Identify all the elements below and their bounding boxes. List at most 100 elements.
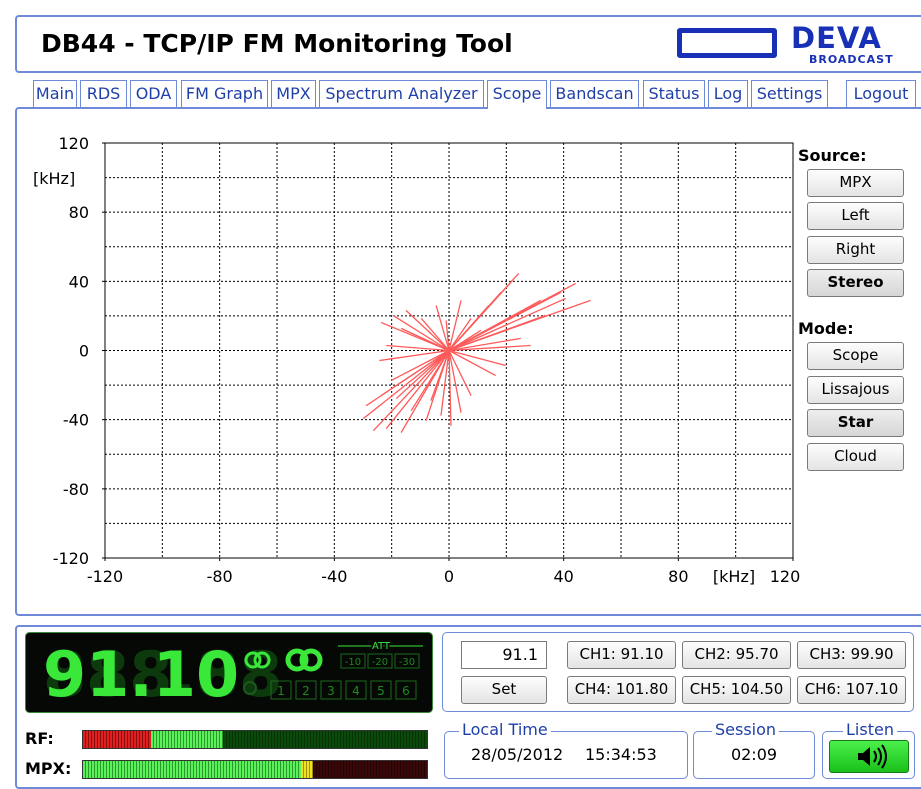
star-line bbox=[448, 314, 546, 352]
app-title: DB44 - TCP/IP FM Monitoring Tool bbox=[41, 29, 513, 58]
x-tick-label: -120 bbox=[87, 567, 123, 586]
star-line bbox=[448, 349, 506, 367]
tab[interactable]: Logout bbox=[846, 80, 916, 107]
logo-mark bbox=[677, 28, 777, 58]
preset-value: 4 bbox=[352, 684, 360, 698]
session-label: Session bbox=[712, 720, 780, 739]
star-line bbox=[395, 350, 450, 400]
session-value: 02:09 bbox=[730, 745, 778, 764]
att-box bbox=[340, 653, 366, 669]
lcd-frame bbox=[25, 632, 433, 713]
y-tick-label: -40 bbox=[63, 411, 89, 430]
star-line bbox=[440, 350, 450, 416]
mode-button[interactable]: Lissajous bbox=[807, 376, 904, 404]
source-button[interactable]: Left bbox=[807, 202, 904, 230]
star-line bbox=[448, 299, 542, 352]
preset-box bbox=[320, 680, 342, 700]
frequency-input[interactable]: 91.1 bbox=[461, 641, 547, 669]
star-line bbox=[448, 337, 521, 352]
logo-subtext: BROADCAST bbox=[809, 53, 894, 66]
tab[interactable]: Main bbox=[33, 80, 77, 107]
source-button[interactable]: Stereo bbox=[807, 269, 904, 297]
x-tick-label: 120 bbox=[770, 567, 801, 586]
star-line bbox=[400, 327, 450, 352]
lcd-display: 888.88 91.10 ATT -10 -20 -30 1 2 3 4 5 6 bbox=[25, 632, 433, 713]
star-line bbox=[448, 300, 462, 351]
star-line bbox=[410, 350, 450, 412]
rds-icon bbox=[243, 681, 257, 695]
preset-box bbox=[345, 680, 367, 700]
star-line bbox=[380, 349, 450, 397]
att-value: -20 bbox=[372, 657, 388, 668]
set-button[interactable]: Set bbox=[461, 676, 547, 704]
att-box bbox=[394, 653, 420, 669]
y-unit: [kHz] bbox=[33, 169, 75, 188]
session-group: Session 02:09 bbox=[693, 720, 815, 779]
tab[interactable]: ODA bbox=[130, 80, 177, 107]
mode-button[interactable]: Scope bbox=[807, 342, 904, 370]
preset-value: 2 bbox=[302, 684, 310, 698]
att-label: ATT bbox=[372, 641, 391, 652]
star-line bbox=[435, 305, 450, 351]
mode-button[interactable]: Star bbox=[807, 409, 904, 437]
att-value: -10 bbox=[345, 657, 361, 668]
lcd-frequency: 91.10 bbox=[43, 638, 239, 711]
tab[interactable]: MPX bbox=[271, 80, 316, 107]
rf-meter-red bbox=[83, 731, 151, 748]
preset-box bbox=[370, 680, 392, 700]
star-line bbox=[448, 297, 566, 352]
preset-value: 5 bbox=[377, 684, 385, 698]
listen-button[interactable] bbox=[829, 740, 909, 773]
channel-button[interactable]: CH1: 91.10 bbox=[567, 641, 676, 669]
star-line bbox=[385, 350, 450, 430]
tuner-group bbox=[442, 632, 914, 712]
rf-label: RF: bbox=[25, 729, 54, 748]
star-line bbox=[445, 320, 450, 351]
header: DB44 - TCP/IP FM Monitoring Tool DEVA BR… bbox=[15, 15, 921, 73]
local-time-group: Local Time 28/05/2012 15:34:53 bbox=[444, 720, 688, 779]
tab[interactable]: RDS bbox=[80, 80, 127, 107]
mode-label: Mode: bbox=[798, 319, 854, 338]
channel-button[interactable]: CH5: 104.50 bbox=[682, 676, 791, 704]
tab[interactable]: Spectrum Analyzer bbox=[319, 80, 484, 107]
tab[interactable]: Status bbox=[643, 80, 705, 107]
mono-icon bbox=[253, 651, 271, 669]
star-line bbox=[448, 317, 472, 351]
mode-button[interactable]: Cloud bbox=[807, 443, 904, 471]
mpx-label: MPX: bbox=[25, 759, 72, 778]
source-button[interactable]: MPX bbox=[807, 169, 904, 197]
tab[interactable]: FM Graph bbox=[181, 80, 268, 107]
x-unit: [kHz] bbox=[713, 567, 755, 586]
tab[interactable]: Scope bbox=[487, 80, 547, 109]
star-line bbox=[379, 349, 450, 362]
star-line bbox=[430, 350, 450, 401]
mpx-meter-yellow bbox=[301, 761, 313, 778]
channel-button[interactable]: CH6: 107.10 bbox=[797, 676, 906, 704]
speaker-icon bbox=[858, 744, 887, 769]
star-line bbox=[405, 309, 450, 351]
mpx-meter bbox=[82, 760, 428, 779]
y-tick-label: -80 bbox=[63, 480, 89, 499]
star-line bbox=[420, 317, 450, 351]
tab[interactable]: Log bbox=[708, 80, 748, 107]
listen-label: Listen bbox=[843, 720, 897, 739]
channel-button[interactable]: CH2: 95.70 bbox=[682, 641, 791, 669]
tab[interactable]: Settings bbox=[751, 80, 828, 107]
tab[interactable]: Bandscan bbox=[550, 80, 639, 107]
star-line bbox=[448, 329, 482, 352]
preset-value: 1 bbox=[277, 684, 285, 698]
star-line bbox=[448, 344, 531, 352]
source-button[interactable]: Right bbox=[807, 236, 904, 264]
x-tick-label: 40 bbox=[553, 567, 573, 586]
preset-value: 6 bbox=[402, 684, 410, 698]
star-line bbox=[448, 350, 462, 413]
channel-button[interactable]: CH3: 99.90 bbox=[797, 641, 906, 669]
channel-button[interactable]: CH4: 101.80 bbox=[567, 676, 676, 704]
preset-box bbox=[295, 680, 317, 700]
att-box bbox=[367, 653, 393, 669]
star-line bbox=[448, 304, 490, 351]
lcd-ghost: 888.88 bbox=[43, 638, 282, 711]
star-line bbox=[386, 344, 450, 352]
